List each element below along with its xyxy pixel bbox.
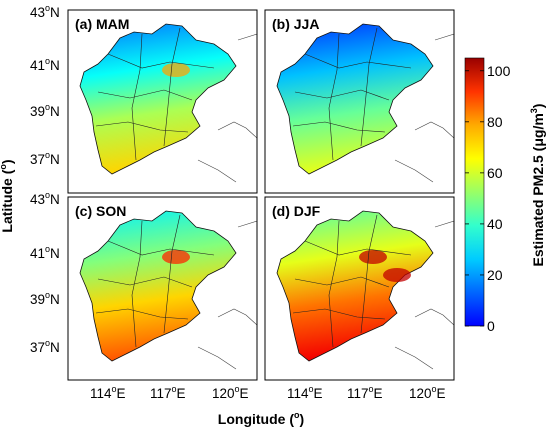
colorbar-tick-label: 80	[487, 114, 503, 130]
map-panel-djf: (d) DJF	[264, 196, 455, 381]
y-tick-label: 39oN	[30, 290, 60, 307]
panel-label: (a) MAM	[75, 16, 129, 32]
y-tick-label: 39oN	[30, 102, 60, 119]
x-tick-label: 114oE	[287, 384, 323, 401]
x-tick-label: 120oE	[212, 384, 249, 401]
colorbar-tick-label: 20	[487, 267, 503, 283]
colorbar-tick-label: 60	[487, 165, 503, 181]
y-tick-label: 41oN	[30, 56, 60, 73]
x-axis-label: Longitude (o)	[218, 410, 304, 427]
y-tick-label: 37oN	[30, 338, 60, 355]
panel-label: (d) DJF	[272, 203, 321, 219]
map-panel-son: (c) SON	[67, 196, 258, 381]
y-tick-label: 43oN	[30, 3, 60, 20]
x-tick-label: 120oE	[409, 384, 446, 401]
map-panel-mam: (a) MAM	[67, 9, 258, 194]
panel-label: (c) SON	[75, 203, 126, 219]
x-tick-label: 117oE	[347, 384, 383, 401]
x-tick-label: 114oE	[90, 384, 126, 401]
x-tick-label: 117oE	[150, 384, 186, 401]
panel-label: (b) JJA	[272, 16, 319, 32]
y-axis-label: Latitude (o)	[0, 159, 15, 232]
colorbar	[464, 57, 485, 327]
map-panel-jja: (b) JJA	[264, 9, 455, 194]
colorbar-tick-label: 0	[487, 318, 495, 334]
y-tick-label: 41oN	[30, 244, 60, 261]
colorbar-title: Estimated PM2.5 (μg/m3)	[529, 104, 546, 267]
colorbar-tick-label: 40	[487, 216, 503, 232]
y-tick-label: 37oN	[30, 150, 60, 167]
colorbar-tick-label: 100	[487, 63, 511, 79]
y-tick-label: 43oN	[30, 190, 60, 207]
